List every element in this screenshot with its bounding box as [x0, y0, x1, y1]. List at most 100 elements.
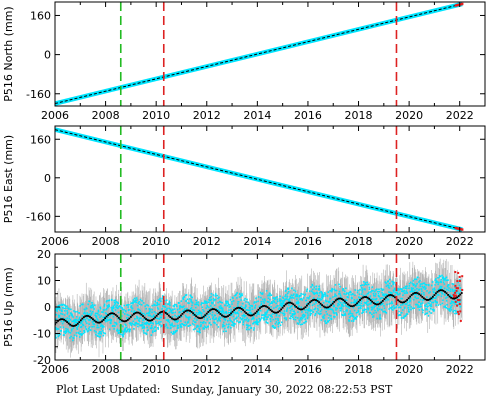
data-point [344, 312, 346, 315]
data-point [186, 298, 189, 301]
trend-point [286, 302, 289, 305]
data-point [231, 313, 234, 315]
data-point [398, 288, 401, 291]
data-point [376, 290, 379, 293]
data-point [326, 300, 328, 303]
data-point [104, 332, 106, 335]
data-point [71, 313, 73, 316]
data-point [394, 291, 397, 294]
data-point [243, 299, 245, 302]
x-tick-label: 2022 [446, 235, 474, 248]
data-point [211, 302, 213, 305]
trend-point [255, 310, 258, 313]
data-point [248, 303, 251, 305]
data-point [134, 299, 137, 302]
trend-point [252, 313, 255, 316]
trend-point [307, 302, 310, 305]
data-point [157, 322, 160, 325]
data-point [204, 302, 207, 304]
data-point [105, 312, 108, 315]
data-point [191, 296, 194, 299]
data-point [59, 304, 61, 307]
trend-point [210, 308, 213, 311]
data-point [448, 309, 450, 311]
trend-point [425, 299, 428, 301]
data-point [350, 312, 352, 315]
data-point [96, 312, 99, 315]
trend-point [342, 299, 345, 301]
data-point [377, 309, 379, 312]
data-point [376, 301, 378, 304]
trend-point [95, 320, 97, 323]
data-point [174, 331, 177, 334]
data-point [448, 287, 450, 289]
data-point [83, 331, 86, 334]
data-point [421, 283, 423, 285]
data-point [347, 293, 350, 296]
data-point [305, 320, 307, 323]
outlier-point [458, 303, 461, 306]
data-point [230, 311, 232, 313]
trend-point [343, 300, 346, 303]
data-point [407, 308, 410, 311]
trend-point [310, 299, 313, 302]
data-point [319, 298, 321, 300]
data-point [57, 328, 60, 330]
trend-point [400, 301, 402, 304]
data-point [323, 307, 326, 310]
data-point [210, 298, 213, 301]
data-point [145, 333, 148, 335]
data-point [182, 297, 184, 299]
outlier-point [457, 271, 460, 274]
data-point [365, 301, 368, 303]
data-point [445, 307, 448, 309]
data-point [328, 319, 331, 322]
data-point [118, 321, 121, 323]
data-point [69, 337, 71, 339]
data-point [204, 326, 207, 329]
x-tick-label: 2006 [41, 109, 69, 122]
data-point [318, 292, 321, 294]
data-point [229, 319, 231, 322]
data-point [241, 302, 244, 305]
trend-point [236, 307, 239, 309]
data-point [401, 297, 404, 300]
data-point [428, 292, 430, 294]
data-point [302, 317, 304, 320]
trend-point [365, 296, 368, 298]
data-point [111, 313, 114, 316]
trend-point [384, 296, 387, 299]
data-point [322, 302, 325, 304]
trend-point [347, 303, 349, 306]
data-point [278, 308, 280, 310]
trend-point [435, 292, 437, 295]
data-point [370, 309, 373, 311]
data-point [426, 306, 428, 308]
data-point [151, 311, 153, 314]
data-point [344, 304, 347, 306]
data-point [184, 314, 187, 317]
data-point [197, 309, 200, 312]
data-point [360, 307, 362, 310]
data-point [64, 330, 66, 333]
data-point [152, 314, 155, 316]
data-point [133, 311, 135, 314]
trend-point [189, 310, 191, 312]
data-point [131, 322, 134, 325]
data-point [399, 306, 402, 309]
x-tick-label: 2018 [345, 363, 373, 376]
data-point [284, 298, 287, 301]
data-point [410, 288, 413, 291]
trend-point [410, 294, 413, 296]
data-point [421, 285, 424, 288]
data-point [302, 313, 305, 316]
data-point [280, 299, 282, 302]
data-point [458, 284, 461, 287]
data-point [240, 305, 243, 308]
data-point [93, 325, 95, 328]
data-point [453, 309, 456, 312]
trend-point [105, 315, 108, 318]
data-point [220, 310, 222, 313]
data-point [206, 319, 209, 321]
